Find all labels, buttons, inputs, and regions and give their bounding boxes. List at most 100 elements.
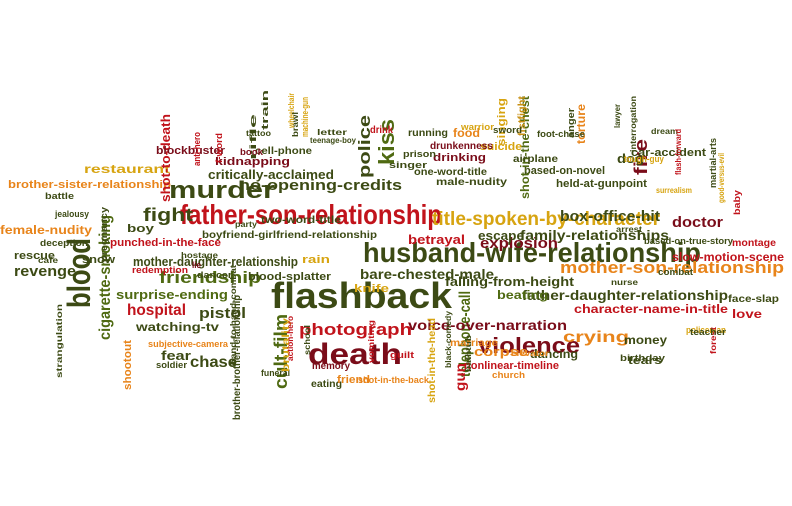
word-tag: lawyer: [613, 104, 622, 128]
word-tag: brother-sister-relationship: [8, 179, 171, 191]
word-tag: forest: [709, 327, 718, 354]
word-tag: boyfriend-girlfriend-relationship: [202, 230, 377, 241]
word-tag: based-on-novel: [524, 165, 605, 177]
word-tag: redemption: [132, 265, 188, 275]
word-tag: flashback: [271, 275, 453, 316]
word-tag: death: [308, 338, 402, 371]
word-tag: no-opening-credits: [239, 177, 402, 194]
word-tag: title-spoken-by-character: [432, 209, 661, 230]
word-tag: family-relationships: [520, 227, 669, 243]
word-tag: father-daughter-relationship: [522, 287, 728, 303]
word-tag: kiss: [374, 119, 399, 165]
word-tag: dancer: [197, 270, 233, 280]
word-tag: marriage: [450, 338, 498, 349]
word-tag: brother-brother-relationship: [232, 295, 243, 420]
word-tag: suicide: [480, 141, 522, 153]
word-tag: escape: [478, 228, 524, 243]
word-tag: shot-in-the-chest: [518, 96, 532, 199]
word-tag: friendship: [159, 268, 261, 287]
word-tag: pistol: [199, 305, 246, 322]
word-tag: prison: [403, 149, 436, 159]
word-tag: dog: [617, 151, 644, 166]
word-tag: foot-chase: [537, 129, 585, 139]
word-tag: cafe: [38, 256, 59, 265]
word-tag: bare-chested-male: [360, 266, 494, 282]
word-tag: soldier: [156, 360, 188, 370]
word-tag: lie: [192, 260, 201, 270]
word-tag: dancing: [530, 347, 578, 361]
word-tag: cigarette-smoking: [97, 215, 114, 340]
word-tag: father-son-relationship: [180, 199, 442, 230]
word-tag: shot-in-the-back: [358, 375, 430, 385]
word-tag: birthday: [620, 353, 665, 363]
word-tag: anti-hero: [192, 132, 202, 166]
word-tag: male-nudity: [436, 177, 508, 188]
word-tag: car-accident: [631, 147, 706, 159]
word-tag: love: [732, 307, 762, 321]
word-tag: surrealism: [656, 186, 692, 195]
word-tag: fight: [143, 205, 193, 225]
word-tag: party: [235, 220, 258, 229]
word-tag: battle: [45, 191, 74, 201]
word-tag: mother-son-relationship: [560, 258, 784, 277]
word-tag: nonlinear-timeline: [464, 360, 559, 372]
word-tag: telephone-call: [457, 291, 474, 377]
word-tag: two-word-title: [261, 215, 342, 226]
word-tag: guilt: [390, 350, 414, 360]
word-tag: funeral: [261, 368, 290, 378]
word-tag: singer: [389, 160, 428, 170]
word-tag: drunkenness: [430, 141, 493, 152]
word-tag: eating: [311, 379, 342, 390]
word-tag: warrior: [460, 122, 495, 132]
word-tag: police: [355, 115, 374, 178]
word-tag: blood-splatter: [248, 271, 332, 283]
word-tag: shot-in-the-head: [427, 318, 438, 403]
word-tag: cell-phone: [255, 146, 312, 157]
word-tag: fear: [161, 348, 191, 363]
word-tag: explosion: [480, 235, 558, 252]
word-tag: blood: [61, 238, 97, 308]
word-tag: blockbuster: [156, 145, 226, 157]
word-tag: strangulation: [55, 304, 64, 378]
word-tag: drink: [370, 125, 393, 136]
word-tag: husband-wife-relationship: [363, 237, 701, 268]
word-tag: boy: [127, 223, 155, 235]
word-tag: voice-over-narration: [408, 317, 567, 333]
word-tag: money: [624, 333, 667, 347]
word-tag: crying: [563, 329, 629, 346]
word-tag: restaurant: [84, 162, 170, 176]
word-tag: teenage-boy: [310, 136, 357, 145]
word-tag: wheelchair: [287, 93, 296, 129]
word-tag: slow-motion-scene: [672, 250, 784, 264]
word-tag: violence: [478, 333, 580, 358]
word-tag: church: [492, 370, 525, 380]
word-tag: corpse: [474, 344, 528, 359]
word-tag: held-at-gunpoint: [556, 178, 647, 190]
word-tag: brawl: [291, 112, 300, 137]
word-tag: snow: [82, 254, 116, 266]
word-tag: letter: [317, 128, 347, 137]
word-tag: flash-forward: [674, 129, 683, 175]
word-tag: montage: [732, 238, 776, 249]
word-tag: martial-arts: [708, 138, 718, 188]
word-tag: kidnapping: [215, 156, 290, 168]
word-tag: box-office-hit: [560, 208, 660, 225]
word-tag: tattoo: [246, 129, 271, 138]
word-tag: gun: [452, 363, 468, 391]
word-tag: jealousy: [54, 209, 89, 219]
word-tag: fistfight: [517, 95, 528, 136]
word-tag: torture: [574, 104, 588, 144]
word-tag: face-slap: [728, 294, 779, 305]
word-tag: school: [303, 325, 312, 355]
word-tag: rescue: [14, 250, 55, 262]
word-tag: betrayal: [408, 232, 465, 247]
word-tag: deception: [40, 238, 88, 248]
word-tag: punched-in-the-face: [110, 237, 221, 249]
word-tag: machine-gun: [300, 97, 310, 137]
word-tag: mother-daughter-relationship: [133, 254, 298, 269]
word-tag: murder: [169, 177, 275, 204]
word-tag: elevator: [511, 349, 549, 358]
word-tag: sword: [493, 125, 522, 135]
word-tag: tough-guy: [624, 154, 664, 164]
